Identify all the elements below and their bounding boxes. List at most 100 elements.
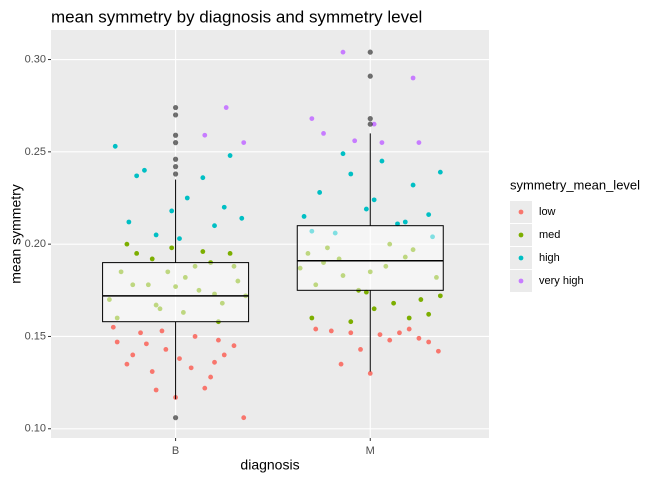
outlier [367,116,373,122]
point [231,343,237,349]
outlier [367,121,373,127]
point [153,232,159,238]
point [416,335,422,341]
x-tick-label: B [172,445,179,457]
point [352,138,358,144]
legend-key [518,232,524,238]
point [426,311,432,317]
point [437,169,443,175]
y-tick-label: 0.15 [25,330,46,342]
point [114,339,120,345]
point [200,175,206,181]
point [221,352,227,358]
point [241,140,247,146]
point [348,319,354,325]
box [296,225,444,291]
point [340,49,346,55]
point [328,328,334,334]
point [418,297,424,302]
point [130,352,136,358]
point [309,315,315,321]
point [159,328,165,334]
point [202,132,208,138]
point [313,326,319,332]
legend-title: symmetry_mean_level [510,177,640,192]
point [134,173,140,179]
point [216,337,221,343]
point [406,315,412,321]
point [134,250,140,256]
outlier [367,73,373,79]
legend-label: med [539,229,560,241]
x-tick-label: M [366,445,375,457]
point [227,153,233,158]
point [124,241,130,247]
point [391,300,397,306]
x-axis-title: diagnosis [240,457,299,473]
point [371,197,377,203]
point [208,374,214,380]
point [223,105,229,110]
point [395,221,400,227]
y-axis-title: mean symmetry [8,184,24,284]
point [435,348,441,354]
outlier [172,164,179,170]
point [124,361,130,367]
y-tick-label: 0.25 [25,146,46,158]
legend-label: very high [539,275,584,287]
point [338,361,344,367]
y-tick-label: 0.20 [25,238,46,250]
point [317,190,323,195]
outlier [172,415,179,421]
point [301,214,307,219]
point [188,365,194,371]
point [163,346,169,352]
legend-label: low [539,206,556,218]
point [363,289,369,295]
point [397,330,402,336]
legend-key [518,278,524,284]
point [110,324,116,330]
outlier [172,140,179,146]
point [340,151,346,157]
box [102,262,250,323]
point [212,359,217,365]
chart-title: mean symmetry by diagnosis and symmetry … [51,7,422,26]
point [200,249,206,254]
point [184,195,190,201]
outlier [172,132,179,138]
point [387,337,393,343]
point [149,369,155,374]
point [402,219,408,225]
point [149,256,155,262]
point [239,215,245,221]
point [153,387,159,393]
outlier [172,104,179,111]
point [348,330,354,336]
point [177,356,182,362]
point [371,121,377,127]
point [142,167,147,173]
point [169,245,175,251]
outlier [172,156,179,162]
point [367,370,373,376]
point [126,219,132,225]
point [192,334,198,339]
point [309,116,315,122]
point [177,236,182,242]
legend-key [518,255,524,261]
outlier [172,112,179,118]
point [241,415,247,421]
point [348,171,354,177]
point [143,341,149,347]
point [112,143,118,149]
outlier [367,49,373,55]
point [416,140,422,146]
point [169,208,175,214]
point [227,250,233,256]
point [321,130,326,136]
point [379,140,385,146]
point [212,223,217,229]
outlier [172,171,179,177]
point [410,75,416,81]
